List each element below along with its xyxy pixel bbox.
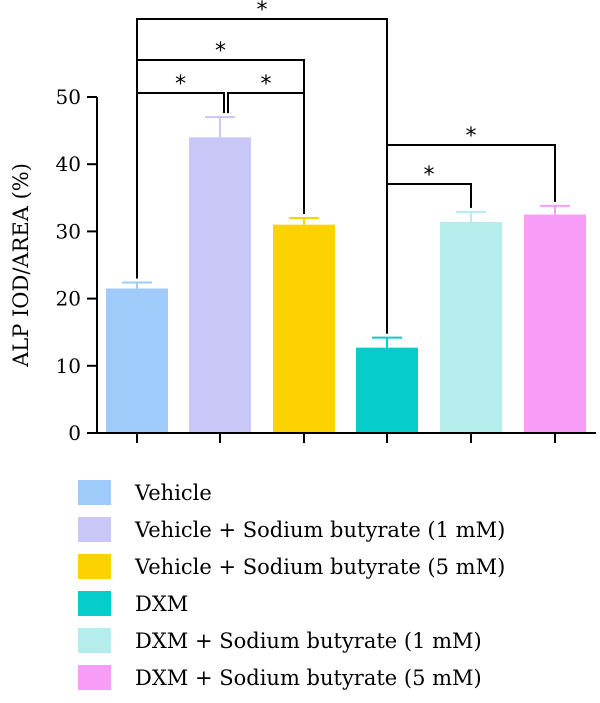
legend-item-2: Vehicle + Sodium butyrate (1 mM) xyxy=(78,511,505,548)
y-axis-title: ALP IOD/AREA (%) xyxy=(9,163,33,368)
bars xyxy=(106,137,586,433)
y-tick-label-50: 50 xyxy=(56,85,81,109)
legend-swatch-5 xyxy=(78,628,111,653)
legend-swatch-6 xyxy=(78,665,111,690)
legend-label-4: DXM xyxy=(135,591,189,616)
legend: Vehicle Vehicle + Sodium butyrate (1 mM) V… xyxy=(78,474,505,696)
y-tick-label-20: 20 xyxy=(56,287,81,311)
bar-6 xyxy=(524,214,586,433)
legend-item-4: DXM xyxy=(78,585,505,622)
y-tick-label-10: 10 xyxy=(56,354,81,378)
significance-star-5: * xyxy=(424,163,435,188)
significance-star-3: * xyxy=(215,39,226,64)
legend-swatch-1 xyxy=(78,480,111,505)
legend-label-6: DXM + Sodium butyrate (5 mM) xyxy=(135,665,482,690)
bar-3 xyxy=(273,224,335,433)
y-tick-label-30: 30 xyxy=(56,219,81,243)
significance-star-1: * xyxy=(175,72,186,97)
y-axis: 0 10 20 30 40 50 xyxy=(56,85,596,445)
significance-bracket-4 xyxy=(136,18,388,334)
legend-swatch-4 xyxy=(78,591,111,616)
y-tick-label-0: 0 xyxy=(68,421,81,445)
legend-item-6: DXM + Sodium butyrate (5 mM) xyxy=(78,659,505,696)
legend-item-3: Vehicle + Sodium butyrate (5 mM) xyxy=(78,548,505,585)
legend-label-1: Vehicle xyxy=(135,480,212,505)
legend-swatch-3 xyxy=(78,554,111,579)
legend-label-2: Vehicle + Sodium butyrate (1 mM) xyxy=(135,517,506,542)
error-bars xyxy=(122,116,570,348)
bar-1 xyxy=(106,288,168,433)
bar-2 xyxy=(189,137,251,433)
legend-label-3: Vehicle + Sodium butyrate (5 mM) xyxy=(135,554,506,579)
bar-chart: 0 10 20 30 40 50 * * * * * * ALP IOD/AREA (%) xyxy=(9,0,596,445)
bar-5 xyxy=(440,221,502,433)
significance-bracket-6 xyxy=(386,144,556,300)
legend-item-5: DXM + Sodium butyrate (1 mM) xyxy=(78,622,505,659)
y-tick-label-40: 40 xyxy=(56,152,81,176)
legend-item-1: Vehicle xyxy=(78,474,505,511)
significance-brackets: * * * * * * xyxy=(136,0,556,334)
legend-swatch-2 xyxy=(78,517,111,542)
significance-star-6: * xyxy=(466,124,477,149)
legend-label-5: DXM + Sodium butyrate (1 mM) xyxy=(135,628,482,653)
significance-star-4: * xyxy=(257,0,268,23)
significance-star-2: * xyxy=(261,72,272,97)
bar-4 xyxy=(356,347,418,433)
